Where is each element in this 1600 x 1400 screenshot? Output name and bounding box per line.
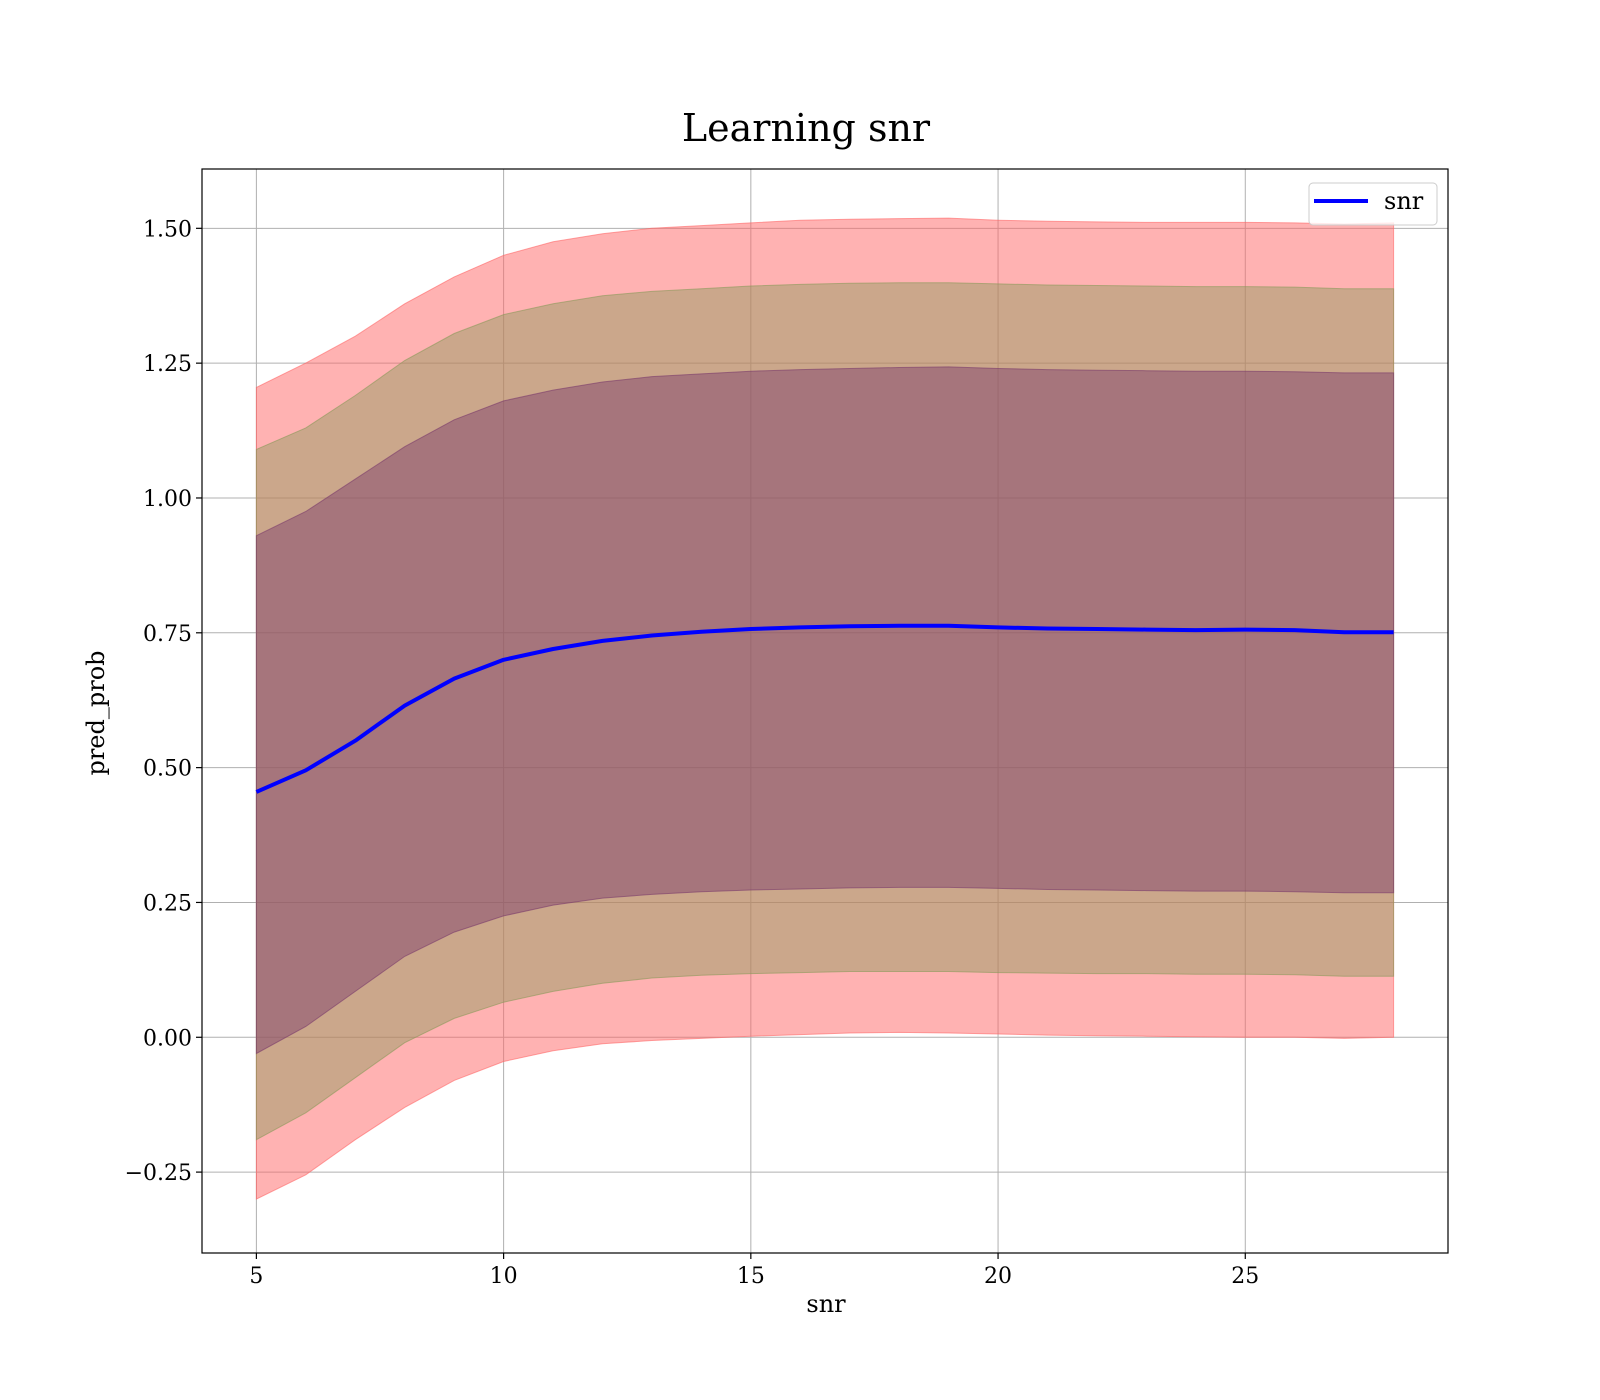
plot-frame	[201, 168, 1449, 1254]
series-lines	[255, 623, 1394, 794]
x-tick-label: 20	[984, 1264, 1012, 1289]
confidence-bands	[255, 217, 1395, 1200]
x-tick-label: 25	[1231, 1264, 1259, 1289]
chart-title: Learning snr	[682, 106, 931, 150]
confidence-band-2	[255, 282, 1395, 1141]
x-axis-label: snr	[806, 1290, 846, 1318]
legend: snr	[1308, 182, 1438, 226]
y-tick-label: 0.75	[143, 622, 192, 647]
y-tick-label: −0.25	[125, 1161, 192, 1186]
y-axis-ticks: −0.25 0.00 0.25 0.50 0.75 1.00 1.25 1.50	[125, 217, 202, 1186]
legend-label-snr: snr	[1384, 187, 1424, 215]
y-axis-label: pred_prob	[82, 650, 110, 775]
confidence-band-1	[255, 217, 1395, 1200]
y-tick-label: 0.00	[143, 1026, 192, 1051]
y-tick-label: 1.00	[143, 487, 192, 512]
x-axis-ticks: 5 10 15 20 25	[249, 1253, 1259, 1289]
confidence-band-3	[255, 366, 1395, 1055]
x-tick-label: 5	[249, 1264, 263, 1289]
legend-box	[1308, 182, 1438, 226]
y-tick-label: 1.50	[143, 217, 192, 242]
y-tick-label: 0.25	[143, 891, 192, 916]
y-tick-label: 1.25	[143, 352, 192, 377]
series-line-snr	[255, 623, 1394, 794]
x-tick-label: 15	[737, 1264, 765, 1289]
y-tick-label: 0.50	[143, 757, 192, 782]
x-tick-label: 10	[490, 1264, 518, 1289]
